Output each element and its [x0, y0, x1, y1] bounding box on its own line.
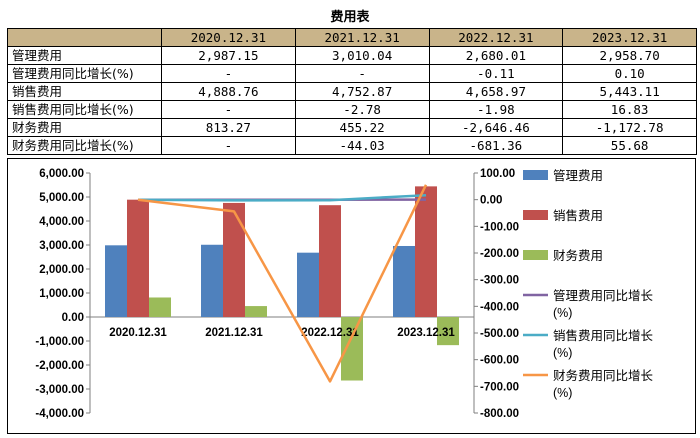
legend-swatch [523, 210, 548, 220]
table-cell: 455.22 [295, 119, 429, 137]
left-tick-label: -1,000.00 [35, 336, 84, 348]
table-row: 财务费用同比增长(%) - -44.03 -681.36 55.68 [8, 137, 697, 155]
right-tick-label: -100.00 [480, 221, 519, 233]
legend-label: 销售费用同比增长 [553, 328, 654, 343]
right-tick-label: -300.00 [480, 275, 519, 287]
table-cell: 5,443.11 [563, 83, 697, 101]
right-tick-label: -600.00 [480, 355, 519, 367]
bar [393, 246, 415, 317]
table-cell: 4,888.76 [162, 83, 296, 101]
column-header: 2021.12.31 [295, 29, 429, 47]
right-tick-label: -400.00 [480, 301, 519, 313]
left-tick-label: -2,000.00 [35, 360, 84, 372]
right-tick-label: -500.00 [480, 328, 519, 340]
row-label: 销售费用同比增长(%) [8, 101, 162, 119]
table-cell: 0.10 [563, 65, 697, 83]
bar [149, 297, 171, 317]
bar [319, 205, 341, 317]
category-label: 2023.12.31 [397, 327, 455, 339]
legend-label-suffix: (%) [553, 386, 572, 400]
row-label: 销售费用 [8, 83, 162, 101]
bar [415, 186, 437, 317]
left-tick-label: -3,000.00 [35, 384, 84, 396]
category-label: 2021.12.31 [205, 327, 263, 339]
expense-chart: -4,000.00 -3,000.00 -2,000.00 -1,000.00 0.00… [8, 159, 695, 433]
table-cell: - [162, 101, 296, 119]
legend-label: 管理费用同比增长 [553, 288, 654, 303]
table-cell: -2,646.46 [429, 119, 563, 137]
bar [127, 200, 149, 317]
table-row: 财务费用 813.27 455.22 -2,646.46 -1,172.78 [8, 119, 697, 137]
table-cell: -1,172.78 [563, 119, 697, 137]
left-tick-label: 5,000.00 [39, 192, 84, 204]
legend-label: 财务费用 [553, 248, 603, 263]
table-cell: 2,680.01 [429, 47, 563, 65]
table-cell: 813.27 [162, 119, 296, 137]
row-label: 财务费用 [8, 119, 162, 137]
series-line [138, 185, 426, 382]
legend-swatch [523, 170, 548, 180]
right-tick-label: 0.00 [480, 195, 502, 207]
table-cell: 3,010.04 [295, 47, 429, 65]
row-label: 管理费用 [8, 47, 162, 65]
table-cell: -2.78 [295, 101, 429, 119]
table-cell: - [162, 65, 296, 83]
column-header: 2022.12.31 [429, 29, 563, 47]
table-cell: -681.36 [429, 137, 563, 155]
right-tick-label: 100.00 [480, 168, 515, 180]
bar [297, 253, 319, 317]
left-tick-label: 1,000.00 [39, 288, 84, 300]
table-cell: - [295, 65, 429, 83]
column-header: 2023.12.31 [563, 29, 697, 47]
table-cell: -0.11 [429, 65, 563, 83]
table-cell: 2,958.70 [563, 47, 697, 65]
bar [223, 203, 245, 317]
table-cell: 2,987.15 [162, 47, 296, 65]
legend-label: 财务费用同比增长 [553, 368, 654, 383]
table-cell: 4,752.87 [295, 83, 429, 101]
table-cell: 16.83 [563, 101, 697, 119]
legend-label: 管理费用 [553, 168, 603, 183]
bar [105, 245, 127, 317]
category-label: 2020.12.31 [109, 327, 167, 339]
row-label: 财务费用同比增长(%) [8, 137, 162, 155]
legend-label-suffix: (%) [553, 306, 572, 320]
legend-swatch [523, 250, 548, 260]
bar [245, 306, 267, 317]
left-tick-label: 0.00 [62, 312, 84, 324]
column-header [8, 29, 162, 47]
left-tick-label: -4,000.00 [35, 408, 84, 420]
column-header: 2020.12.31 [162, 29, 296, 47]
table-cell: -44.03 [295, 137, 429, 155]
chart-frame: -4,000.00 -3,000.00 -2,000.00 -1,000.00 0.00… [7, 158, 696, 434]
table-row: 销售费用同比增长(%) - -2.78 -1.98 16.83 [8, 101, 697, 119]
table-cell: -1.98 [429, 101, 563, 119]
right-tick-label: -700.00 [480, 381, 519, 393]
right-tick-label: -200.00 [480, 248, 519, 260]
table-row: 管理费用同比增长(%) - - -0.11 0.10 [8, 65, 697, 83]
expense-table: 2020.12.31 2021.12.31 2022.12.31 2023.12… [7, 28, 697, 155]
table-title: 费用表 [0, 6, 700, 25]
left-tick-label: 2,000.00 [39, 264, 84, 276]
legend-label: 销售费用 [553, 208, 603, 223]
table-header-row: 2020.12.31 2021.12.31 2022.12.31 2023.12… [8, 29, 697, 47]
table-cell: 4,658.97 [429, 83, 563, 101]
left-tick-label: 3,000.00 [39, 240, 84, 252]
right-tick-label: -800.00 [480, 408, 519, 420]
table-row: 管理费用 2,987.15 3,010.04 2,680.01 2,958.70 [8, 47, 697, 65]
bar [201, 245, 223, 317]
left-tick-label: 4,000.00 [39, 216, 84, 228]
table-cell: 55.68 [563, 137, 697, 155]
table-row: 销售费用 4,888.76 4,752.87 4,658.97 5,443.11 [8, 83, 697, 101]
legend-label-suffix: (%) [553, 346, 572, 360]
table-cell: - [162, 137, 296, 155]
row-label: 管理费用同比增长(%) [8, 65, 162, 83]
left-tick-label: 6,000.00 [39, 168, 84, 180]
